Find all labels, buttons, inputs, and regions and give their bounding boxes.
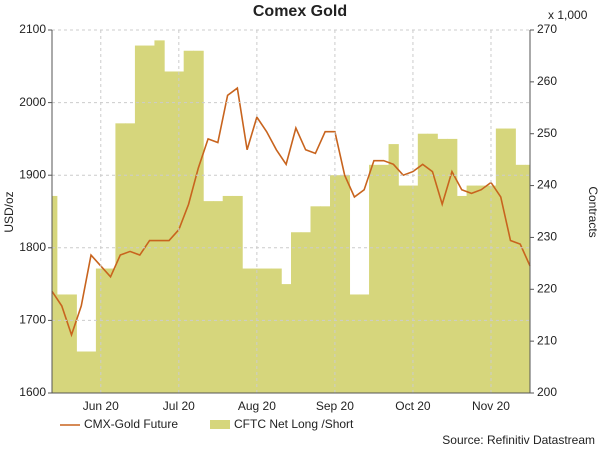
area-step [154,40,165,393]
area-step [86,351,97,393]
area-step [222,195,233,393]
area-step [427,133,438,393]
area-step [398,185,409,393]
area-step [310,206,321,393]
area-step [456,195,468,393]
y2-tick-label: 250 [537,126,557,140]
y-tick-label: 1700 [19,313,46,327]
area-step [134,45,146,394]
area-step [466,185,477,393]
area-step [281,284,292,393]
y-tick-label: 1900 [19,167,46,181]
area-step [242,268,253,393]
legend-label: CFTC Net Long /Short [234,417,354,431]
area-step [232,195,243,393]
area-step [437,138,448,393]
y-tick-label: 2000 [19,95,46,109]
x-tick-label: Nov 20 [472,399,510,413]
area-step [339,175,351,393]
area-step [388,144,399,393]
area-step [476,185,487,393]
area-step [261,268,272,393]
area-step [173,71,185,393]
line-series [51,86,531,338]
area-step [56,294,68,393]
chart-title: Comex Gold [253,3,347,20]
x-tick-label: Jul 20 [163,399,195,413]
area-step [271,268,282,393]
x-tick-label: Sep 20 [316,399,354,413]
area-step [525,164,531,393]
area-step [193,50,204,393]
legend-label: CMX-Gold Future [84,417,178,431]
y2-tick-label: 240 [537,178,557,192]
area-step [515,164,526,393]
y-axis-label: USD/oz [2,191,16,232]
y2-tick-label: 270 [537,22,557,36]
area-step [447,138,458,393]
x-tick-label: Oct 20 [395,399,431,413]
area-step [378,164,390,393]
source-note: Source: Refinitiv Datastream [442,433,595,447]
x-tick-label: Aug 20 [238,399,276,413]
area-step [349,294,360,393]
area-step [183,50,194,393]
legend-swatch [210,420,230,429]
y-tick-label: 1800 [19,240,46,254]
area-step [359,294,370,393]
area-step [320,206,331,393]
area-step [203,201,214,393]
y2-unit-note: x 1,000 [548,8,588,22]
area-step [300,232,312,393]
x-tick-label: Jun 20 [83,399,119,413]
y2-tick-label: 230 [537,230,557,244]
area-step [164,71,175,393]
area-step [144,45,155,394]
plot-area [51,40,531,394]
y2-tick-label: 260 [537,74,557,88]
area-step [115,123,126,393]
y2-axis-label: Contracts [586,186,600,237]
y2-tick-label: 200 [537,385,557,399]
area-step [76,351,87,393]
area-step [417,133,429,393]
area-step [105,268,116,393]
area-step [495,128,507,393]
area-step [125,123,136,393]
y-tick-label: 2100 [19,22,46,36]
area-step [291,232,302,393]
area-step [66,294,77,393]
area-step [505,128,516,393]
area-step [369,164,380,393]
y2-tick-label: 220 [537,281,557,295]
area-step [212,201,224,393]
y2-tick-label: 210 [537,333,557,347]
y-tick-label: 1600 [19,385,46,399]
